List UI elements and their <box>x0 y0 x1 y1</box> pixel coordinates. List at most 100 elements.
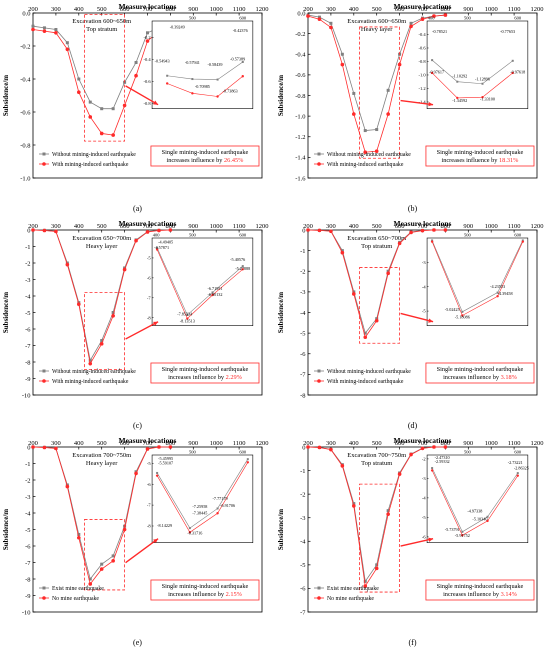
data-point <box>99 567 104 571</box>
highlight-box <box>84 291 126 371</box>
inset-data-point <box>431 59 434 62</box>
inset-value-label: -4.49405 <box>158 240 173 245</box>
series-red <box>31 445 173 586</box>
inset-y-tick-label: -0.4 <box>143 57 151 62</box>
callout-text-line2: increases influence by 26.45% <box>166 157 244 164</box>
inset-value-label: -5.27888 <box>235 266 250 271</box>
chart-title: Measure locations <box>394 436 452 445</box>
inset-y-tick-label: -5 <box>147 461 151 466</box>
data-point <box>111 559 115 563</box>
x-tick-label: 900 <box>188 6 198 13</box>
x-tick-label: 900 <box>463 6 473 13</box>
inset-y-tick-label: -0.6 <box>418 46 426 51</box>
x-tick-label: 1200 <box>256 440 269 447</box>
legend-label: With mining-induced earthquake <box>52 162 129 168</box>
x-tick-label: 300 <box>326 440 336 447</box>
series-red <box>31 228 173 366</box>
inset-value-label: -0.73863 <box>223 88 238 93</box>
y-tick-label: -2 <box>25 260 30 267</box>
inset-value-label: -6.91706 <box>220 503 235 508</box>
panel-label: (e) <box>133 638 142 647</box>
x-tick-label: 800 <box>166 6 176 13</box>
callout-arrow-line <box>400 99 434 106</box>
inset-value-label: -5.59107 <box>158 460 173 465</box>
x-tick-label: 800 <box>166 440 176 447</box>
inset-frame <box>151 20 254 109</box>
x-tick-label: 600 <box>395 440 405 447</box>
chart-panel-c: Measure locations 200 300 400 500 600 700 800 90… <box>2 219 269 430</box>
inset-series-line <box>167 61 243 80</box>
inset-data-point <box>188 527 191 530</box>
inset-y-tick-label: -0.8 <box>418 59 426 64</box>
y-tick-label: -5 <box>25 310 30 317</box>
data-point <box>54 28 58 31</box>
inset-series-line <box>431 240 524 313</box>
highlight-box <box>84 14 126 142</box>
legend-label: With mining-induced earthquake <box>327 379 404 385</box>
data-point <box>409 21 413 25</box>
data-point <box>397 241 402 246</box>
data-point <box>420 446 425 451</box>
x-tick-label: 1100 <box>508 6 521 13</box>
y-tick-label: -0.6 <box>295 72 306 79</box>
y-tick-label: -1.0 <box>295 113 305 120</box>
data-point <box>363 129 367 133</box>
y-tick-label: -5 <box>300 562 305 569</box>
y-tick-label: -6 <box>25 543 31 550</box>
data-point <box>54 229 58 234</box>
excavation-annotation: Heavy layer <box>86 243 118 250</box>
x-tick-label: 500 <box>372 440 382 447</box>
x-tick-label: 1100 <box>508 223 521 230</box>
callout-percentage: 2.29% <box>226 374 243 381</box>
data-point <box>145 230 150 234</box>
data-point <box>375 317 379 321</box>
chart-title: Measure locations <box>119 219 177 228</box>
data-point <box>432 14 436 18</box>
data-point <box>88 361 93 366</box>
x-tick-label: 600 <box>395 223 405 230</box>
data-point <box>111 133 115 137</box>
data-point <box>420 228 425 233</box>
data-point <box>111 311 115 314</box>
inset-data-point <box>456 96 459 100</box>
data-point <box>363 584 368 588</box>
y-tick-label: -8 <box>300 392 305 399</box>
y-tick-label: -9 <box>25 593 30 600</box>
inset-value-label: -5.73791 <box>445 527 460 532</box>
inset-value-label: -5.45995 <box>158 456 173 461</box>
x-tick-label: 1100 <box>233 440 246 447</box>
inset-x-tick-label: 600 <box>239 450 247 455</box>
x-tick-label: 800 <box>441 440 451 447</box>
inset-value-label: -1.12896 <box>475 76 490 81</box>
legend-label: With mining-induced earthquake <box>52 379 129 385</box>
x-tick-label: 900 <box>463 440 473 447</box>
y-tick-label: -1.0 <box>20 175 30 182</box>
inset-data-point <box>211 291 214 294</box>
inset-x-tick-label: 500 <box>464 16 472 21</box>
callout-arrow-head <box>428 537 434 542</box>
inset-y-tick-label: -7 <box>147 503 151 508</box>
data-point <box>340 250 345 255</box>
inset-data-point <box>496 291 499 294</box>
x-tick-label: 600 <box>395 6 405 13</box>
x-tick-label: 300 <box>51 6 61 13</box>
data-point <box>306 228 310 232</box>
inset-y-tick-label: -8 <box>147 315 151 320</box>
inset-data-point <box>486 519 489 523</box>
data-point <box>111 554 115 558</box>
panel-label: (f) <box>409 638 417 647</box>
x-tick-label: 800 <box>166 223 176 230</box>
inset-series-line <box>156 249 243 320</box>
series-gray <box>31 24 172 111</box>
data-point <box>134 238 138 243</box>
x-tick-label: 700 <box>418 6 428 13</box>
y-tick-label: -2 <box>300 491 305 498</box>
y-tick-label: -0.4 <box>295 52 306 59</box>
inset-data-point <box>246 458 249 461</box>
data-point <box>42 26 46 30</box>
data-point <box>329 229 333 234</box>
inset-data-point <box>246 461 250 464</box>
y-tick-label: -7 <box>25 343 31 350</box>
data-point <box>42 445 47 450</box>
inset-data-point <box>241 60 244 63</box>
